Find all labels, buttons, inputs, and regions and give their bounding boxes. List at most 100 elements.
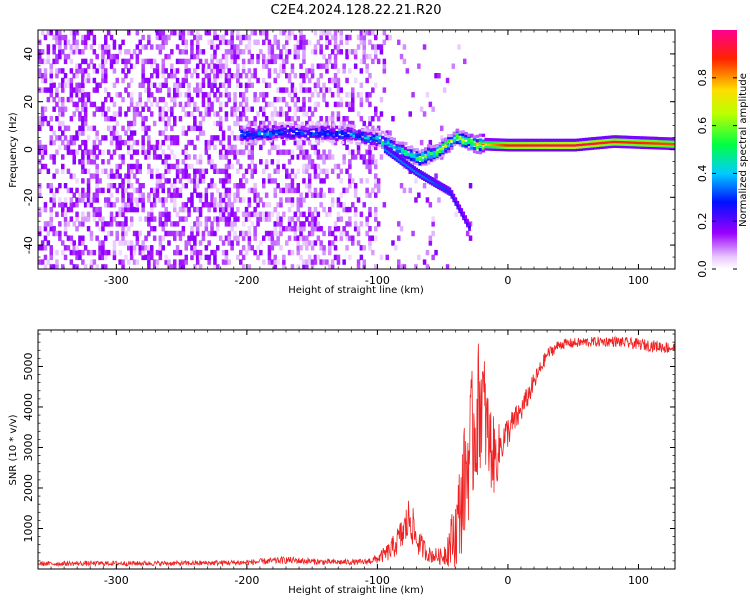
spectrogram-cell <box>101 254 105 261</box>
spectrogram-cell <box>184 149 188 155</box>
spectrogram-trace-cell <box>240 126 244 130</box>
spectrogram-trace-cell <box>570 148 575 152</box>
spectrogram-cell <box>46 240 51 246</box>
spectrogram-cell <box>227 240 231 246</box>
spectrogram-cell <box>52 197 56 203</box>
spectrogram-cell <box>302 101 306 108</box>
spectrogram-trace-cell <box>438 144 442 148</box>
spectrogram-cell <box>322 230 326 237</box>
spectrogram-trace-cell <box>260 127 264 132</box>
spectrogram-trace-cell <box>323 132 328 137</box>
spectrogram-cell <box>195 254 200 261</box>
spectrogram-trace-cell <box>423 174 426 179</box>
spectrogram-cell <box>253 30 257 36</box>
spectrogram-cell <box>95 130 99 136</box>
spectrogram-cell <box>247 226 252 232</box>
spectrogram-cell <box>316 211 321 217</box>
spectrogram-cell <box>244 144 249 151</box>
spectrogram-cell <box>290 116 295 122</box>
spectrogram-cell <box>81 235 85 241</box>
spectrogram-cell <box>207 39 211 45</box>
spectrogram-trace-cell <box>539 148 543 152</box>
spectrogram-cell <box>414 264 418 269</box>
spectrogram-cell <box>158 34 163 41</box>
spectrogram-cell <box>302 111 306 117</box>
spectrogram-cell <box>75 82 79 88</box>
spectrogram-cell <box>195 135 200 141</box>
spectrogram-trace-cell <box>407 161 411 166</box>
spectrogram-cell <box>201 82 206 88</box>
spectrogram-cell <box>316 226 321 232</box>
spectrogram-trace-cell <box>450 146 454 150</box>
spectrogram-cell <box>75 101 79 108</box>
spectrogram-cell <box>264 63 269 69</box>
spectrogram-cell <box>75 73 79 79</box>
spectrogram-cell <box>127 206 131 213</box>
spectrogram-cell <box>150 202 154 208</box>
spectrogram-cell <box>213 96 217 103</box>
spectrogram-trace-cell <box>521 138 526 142</box>
spectrogram-cell <box>216 73 220 79</box>
spectrogram-trace-cell <box>607 135 612 139</box>
spectrogram-cell <box>101 221 105 227</box>
spectrogram-cell <box>236 168 240 174</box>
spectrogram-cell <box>129 101 134 108</box>
spectrogram-cell <box>173 120 177 127</box>
spectrogram-cell <box>81 120 85 127</box>
spectrogram-cell <box>270 44 275 50</box>
spectrogram-cell <box>307 68 312 74</box>
spectrogram-cell <box>72 192 76 198</box>
spectrogram-trace-cell <box>415 150 419 154</box>
spectrogram-cell <box>310 245 315 251</box>
spectrogram-cell <box>319 226 323 232</box>
spectrogram-trace-cell <box>596 146 600 150</box>
spectrogram-cell <box>193 178 197 184</box>
spectrogram-cell <box>193 154 197 160</box>
spectrogram-cell <box>104 68 108 74</box>
spectrogram-trace-cell <box>668 137 672 141</box>
spectrogram-cell <box>287 187 292 194</box>
spectrogram-trace-cell <box>383 140 388 144</box>
spectrogram-cell <box>198 125 203 131</box>
spectrogram-cell <box>293 173 298 179</box>
spectrogram-cell <box>181 34 186 41</box>
spectrogram-trace-cell <box>338 130 342 134</box>
spectrogram-trace-cell <box>320 125 325 129</box>
spectrogram-trace-cell <box>375 136 379 140</box>
spectrogram-cell <box>58 221 62 227</box>
spectrogram-cell <box>72 87 76 93</box>
spectrogram-cell <box>173 197 177 203</box>
spectrogram-cell <box>55 30 59 36</box>
spectrogram-cell <box>305 68 309 74</box>
spectrogram-cell <box>81 87 85 93</box>
spectrogram-cell <box>267 44 272 50</box>
spectrogram-trace-cell <box>590 137 595 141</box>
spectrogram-cell <box>216 111 220 117</box>
spectrogram-cell <box>305 149 309 155</box>
spectrogram-trace-cell <box>576 145 580 149</box>
spectrogram-trace-cell <box>340 132 345 136</box>
spectrogram-cell <box>376 58 381 65</box>
spectrogram-trace-cell <box>289 128 293 132</box>
spectrogram-cell <box>336 87 341 93</box>
spectrogram-trace-cell <box>484 145 488 149</box>
spectrogram-trace-cell <box>484 142 488 146</box>
spectrogram-cell <box>106 149 111 155</box>
spectrogram-trace-cell <box>240 141 244 145</box>
spectrogram-cell <box>244 211 249 217</box>
spectrogram-cell <box>210 106 214 112</box>
spectrogram-cell <box>184 259 188 265</box>
spectrogram-cell <box>302 58 306 65</box>
spectrogram-cell <box>201 49 206 55</box>
spectrogram-cell <box>399 264 404 269</box>
spectrogram-cell <box>98 63 102 69</box>
spectrogram-cell <box>227 206 231 213</box>
spectrogram-cell <box>158 254 163 261</box>
spectrogram-cell <box>342 159 346 165</box>
spectrogram-cell <box>69 206 74 213</box>
spectrogram-cell <box>302 53 306 60</box>
spectrogram-trace-cell <box>274 135 279 139</box>
spectrogram-cell <box>213 120 217 127</box>
spectrogram-cell <box>184 163 188 170</box>
